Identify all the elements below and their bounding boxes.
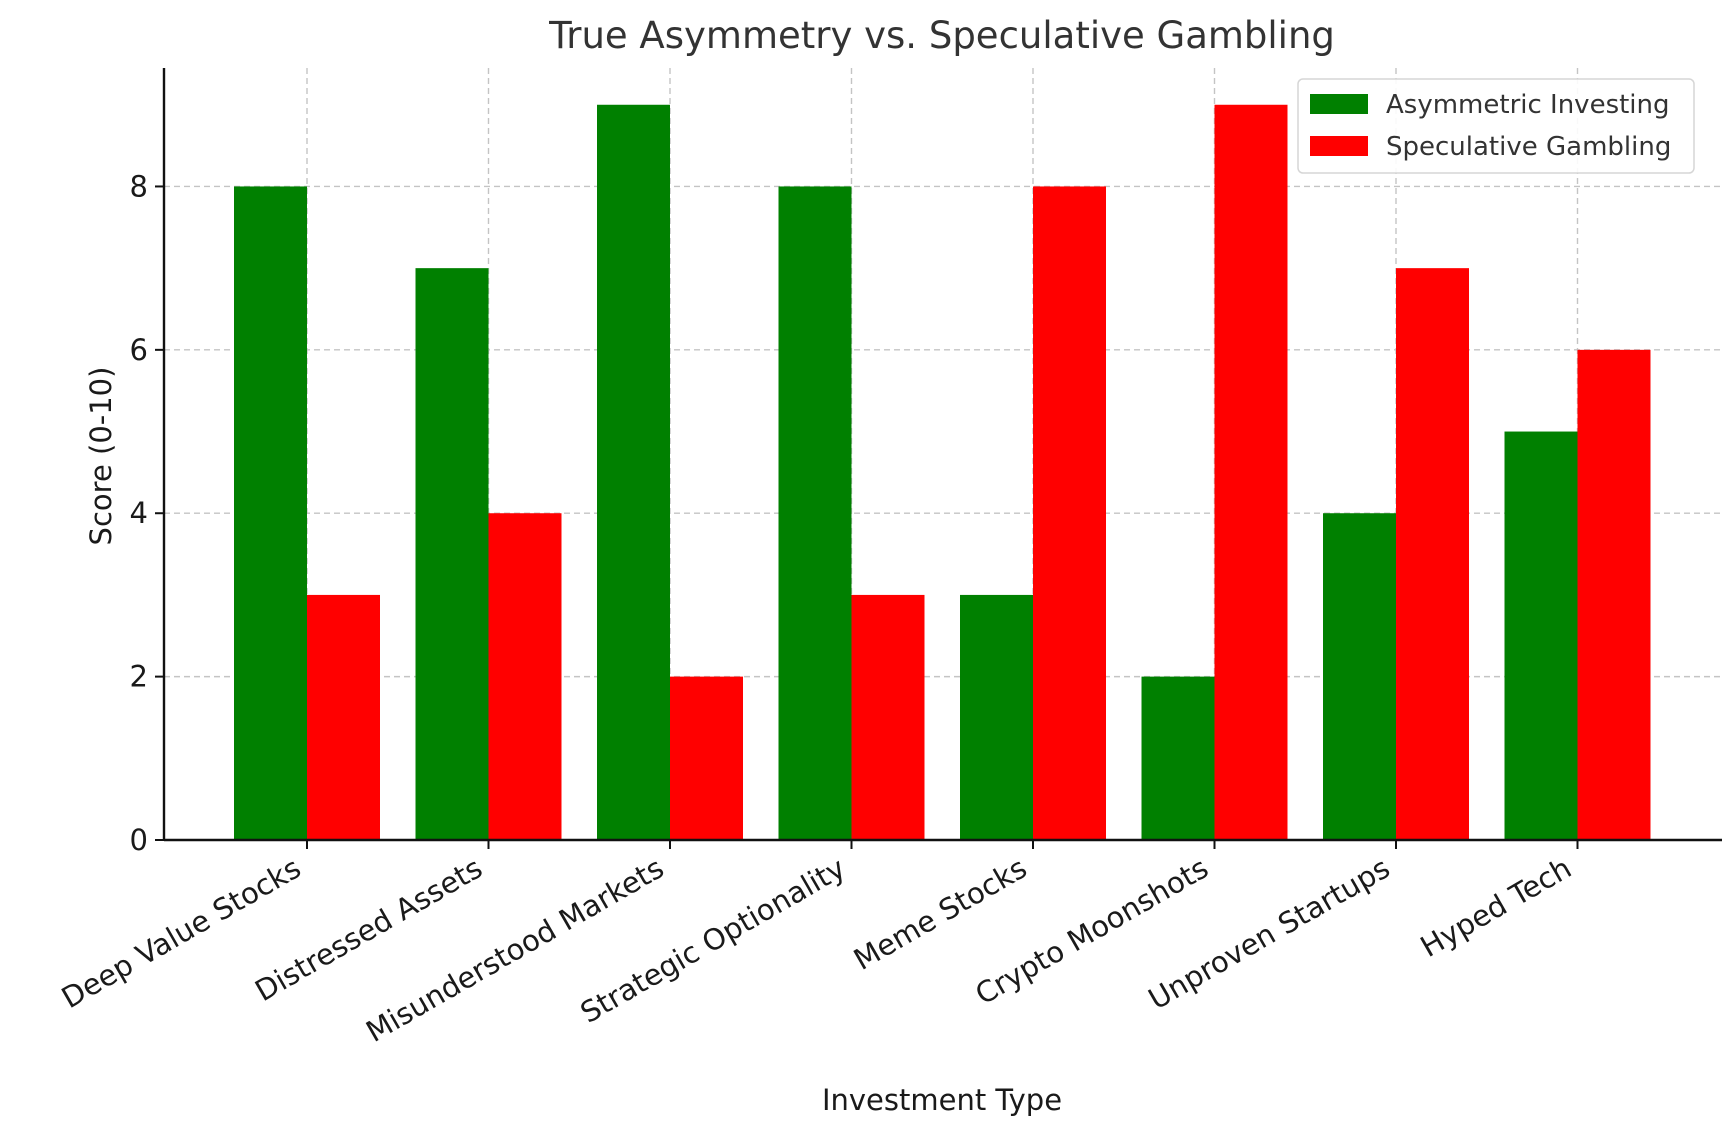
bar-speculative-gambling xyxy=(1577,349,1651,840)
x-tick-label: Hyped Tech xyxy=(1415,851,1577,964)
bars xyxy=(234,104,1651,841)
legend-frame xyxy=(1297,78,1695,174)
x-tick-label: Meme Stocks xyxy=(848,851,1033,977)
chart-title: True Asymmetry vs. Speculative Gambling xyxy=(548,14,1335,57)
legend: Asymmetric Investing Speculative Gambling xyxy=(1297,78,1695,174)
bar-asymmetric-investing xyxy=(415,268,489,840)
y-tick-label: 0 xyxy=(130,823,148,857)
x-axis-label: Investment Type xyxy=(822,1083,1062,1117)
bar-speculative-gambling xyxy=(488,513,562,840)
bar-speculative-gambling xyxy=(1396,268,1469,840)
bar-asymmetric-investing xyxy=(1504,431,1578,840)
bar-asymmetric-investing xyxy=(1323,513,1396,840)
legend-swatch xyxy=(1310,136,1368,156)
bar-asymmetric-investing xyxy=(1141,676,1215,840)
legend-entry-label: Asymmetric Investing xyxy=(1386,90,1670,120)
bar-speculative-gambling xyxy=(670,676,743,840)
x-tick-label: Misunderstood Markets xyxy=(360,851,669,1049)
bar-asymmetric-investing xyxy=(778,186,852,841)
bar-speculative-gambling xyxy=(1033,186,1106,841)
bar-speculative-gambling xyxy=(851,594,925,840)
y-axis-ticks: 0 2 4 6 8 xyxy=(130,169,164,857)
y-tick-label: 2 xyxy=(130,660,148,694)
bar-asymmetric-investing xyxy=(597,104,670,840)
y-tick-label: 8 xyxy=(130,169,148,203)
legend-swatch xyxy=(1310,94,1368,114)
bar-asymmetric-investing xyxy=(960,594,1033,840)
bar-speculative-gambling xyxy=(307,594,380,840)
y-tick-label: 6 xyxy=(130,333,148,367)
bar-speculative-gambling xyxy=(1214,104,1288,840)
legend-entry-label: Speculative Gambling xyxy=(1386,132,1671,162)
y-axis-label: Score (0-10) xyxy=(84,367,118,546)
axes xyxy=(162,68,1722,842)
bar-asymmetric-investing xyxy=(234,186,307,841)
y-tick-label: 4 xyxy=(130,496,148,530)
grid-lines xyxy=(164,68,1722,840)
